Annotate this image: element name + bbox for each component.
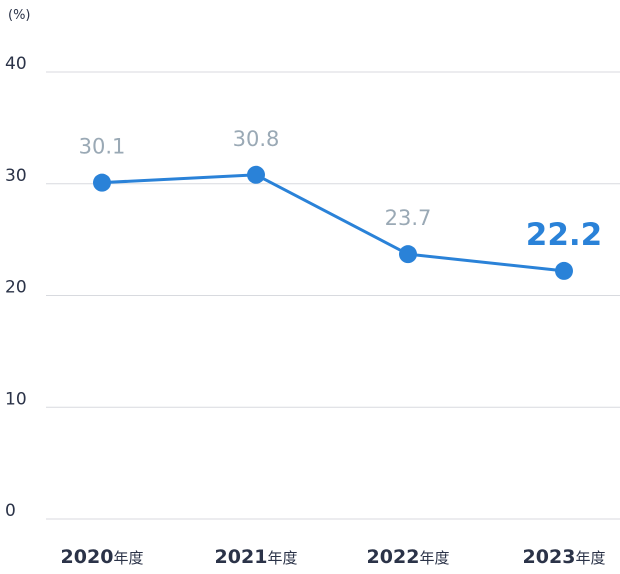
x-tick-year: 2023 (523, 546, 576, 568)
y-tick-label: 40 (5, 54, 27, 74)
data-point (93, 173, 111, 192)
x-tick-label: 2020年度 (61, 546, 144, 568)
data-point (555, 261, 573, 280)
x-tick-suffix: 年度 (419, 549, 449, 567)
data-label-highlight: 22.2 (526, 217, 603, 253)
gridlines (46, 71, 620, 520)
x-axis-ticks: 2020年度 2021年度 2022年度 2023年度 (61, 546, 606, 568)
data-label: 30.8 (233, 127, 280, 151)
x-tick-label: 2021年度 (215, 546, 298, 568)
x-tick-suffix: 年度 (575, 549, 605, 567)
data-label: 30.1 (79, 135, 126, 159)
x-tick-suffix: 年度 (267, 549, 297, 567)
x-tick-label: 2022年度 (367, 546, 450, 568)
x-tick-year: 2022 (367, 546, 420, 568)
x-tick-label: 2023年度 (523, 546, 606, 568)
data-label: 23.7 (385, 206, 432, 230)
data-point (399, 245, 417, 264)
data-point (247, 165, 265, 184)
y-tick-label: 0 (5, 501, 16, 521)
y-axis-ticks: 0 10 20 30 40 (5, 54, 27, 521)
data-labels: 30.1 30.8 23.7 22.2 (79, 127, 603, 253)
x-tick-year: 2020 (61, 546, 114, 568)
series-line (101, 173, 565, 273)
y-tick-label: 20 (5, 278, 27, 298)
y-tick-label: 10 (5, 389, 27, 409)
data-points (93, 165, 573, 280)
y-axis-unit-label: (%) (8, 8, 31, 23)
x-tick-suffix: 年度 (113, 549, 143, 567)
series-line-group (101, 173, 565, 273)
x-tick-year: 2021 (215, 546, 268, 568)
y-tick-label: 30 (5, 166, 27, 186)
